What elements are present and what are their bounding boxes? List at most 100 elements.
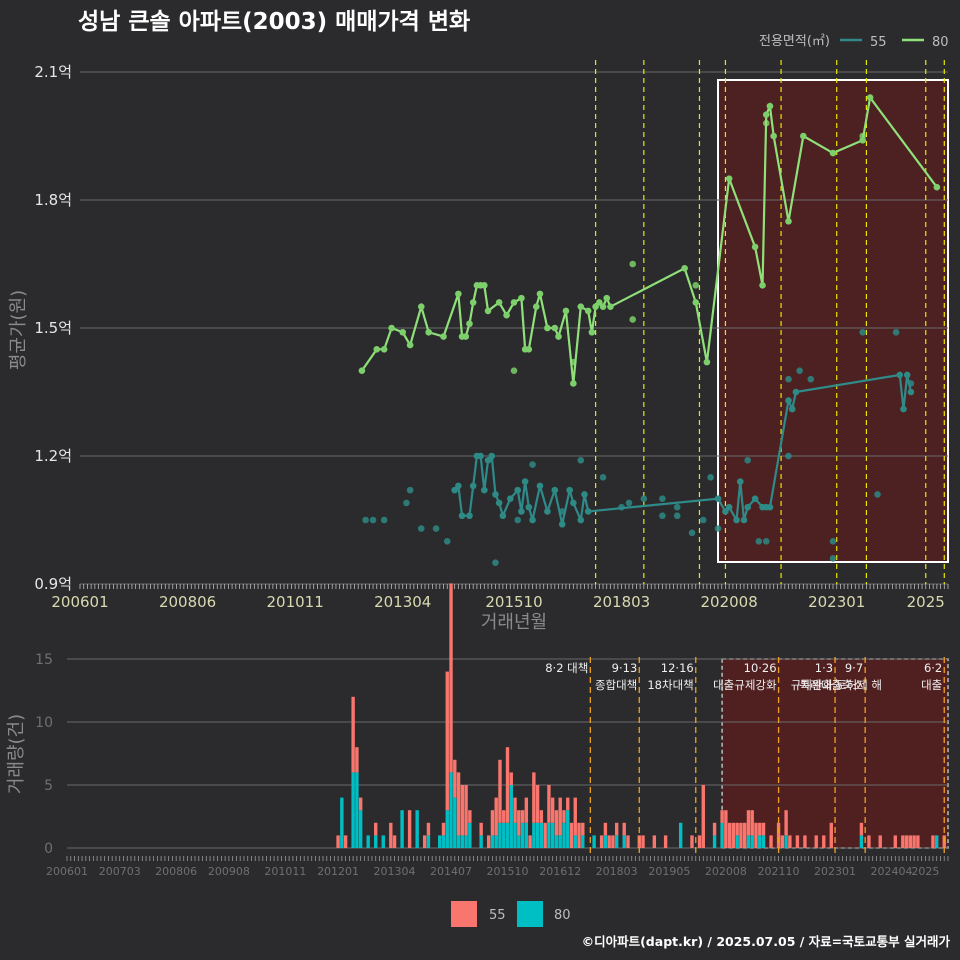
bar-55 <box>641 835 645 848</box>
bar-80 <box>562 822 566 848</box>
bar-55 <box>622 822 626 836</box>
point-55 <box>451 486 458 494</box>
bar-55 <box>581 822 585 836</box>
bar-55 <box>389 822 393 848</box>
bar-55 <box>742 822 747 848</box>
bar-55 <box>550 797 555 823</box>
bar-55 <box>761 822 766 836</box>
x-tick-label: 202008 <box>701 593 758 611</box>
point-55 <box>484 456 492 464</box>
bar-55 <box>746 810 751 836</box>
point-80 <box>588 328 596 336</box>
legend-top: 전용면적(㎡) 55 80 <box>759 34 949 50</box>
bar-55 <box>426 822 431 836</box>
bar-55 <box>788 835 792 848</box>
x-tick-label-bottom: 201304 <box>374 865 416 878</box>
point-55 <box>417 525 425 532</box>
point-55 <box>529 461 536 468</box>
point-55 <box>714 495 722 502</box>
point-80 <box>770 132 777 140</box>
bar-80 <box>746 835 751 848</box>
point-55 <box>536 482 544 490</box>
point-55 <box>896 371 904 379</box>
bar-80 <box>603 835 608 848</box>
bar-80 <box>547 822 551 848</box>
point-55 <box>514 516 522 524</box>
point-55 <box>792 388 800 396</box>
point-80 <box>829 149 837 157</box>
bar-55 <box>554 810 559 836</box>
bar-80 <box>366 835 370 848</box>
y-axis-title: 평균가(원) <box>8 290 29 370</box>
point-80 <box>607 303 614 310</box>
annotation-line1: 9·7 <box>845 661 863 675</box>
bar-55 <box>769 835 773 848</box>
bar-55 <box>829 822 833 848</box>
bar-55 <box>607 835 611 848</box>
point-80 <box>417 303 425 310</box>
point-80 <box>592 303 599 310</box>
y-tick-label-bottom: 15 <box>35 652 53 668</box>
y-tick-label: 1.2억 <box>34 447 72 465</box>
bar-55 <box>494 797 498 836</box>
point-55 <box>688 529 696 537</box>
bar-55 <box>407 810 412 848</box>
x-tick-label-bottom: 202404 <box>871 865 913 878</box>
bar-80 <box>524 822 529 848</box>
bar-55 <box>614 822 619 836</box>
bar-55 <box>724 810 728 848</box>
bar-55 <box>539 810 544 823</box>
annotation-line2: 대출규제강화 <box>713 678 777 692</box>
point-80 <box>551 324 559 332</box>
point-55 <box>403 499 410 507</box>
bar-55 <box>336 835 340 848</box>
annotation-line2: 종합대책 <box>595 678 637 692</box>
bar-80 <box>592 835 596 848</box>
point-55 <box>525 503 533 511</box>
bar-55 <box>490 810 495 836</box>
point-55 <box>406 486 414 494</box>
bar-80 <box>558 835 562 848</box>
point-55 <box>673 503 681 511</box>
bar-80 <box>509 785 513 848</box>
bar-55 <box>558 797 562 836</box>
point-55 <box>807 375 815 383</box>
bar-55 <box>460 785 465 836</box>
point-55 <box>558 520 566 528</box>
point-80 <box>466 320 473 328</box>
point-55 <box>492 491 499 498</box>
bar-80 <box>532 822 536 848</box>
y-tick-label-bottom: 5 <box>44 778 53 794</box>
bar-80 <box>494 835 498 848</box>
x-axis-title: 거래년월 <box>481 612 547 633</box>
bar-55 <box>562 810 566 823</box>
x-tick-label-bottom: 2025 <box>911 865 939 878</box>
bar-55 <box>822 835 826 848</box>
x-tick-label-bottom: 201803 <box>596 865 638 878</box>
point-55 <box>762 538 770 545</box>
legend-bottom-label-55: 55 <box>489 908 506 923</box>
bar-55 <box>445 671 449 811</box>
bar-80 <box>502 822 506 848</box>
annotation-line2: 규제완화 <box>791 678 834 692</box>
point-55 <box>529 516 536 524</box>
bar-55 <box>517 810 521 836</box>
bar-55 <box>453 759 457 798</box>
point-55 <box>659 512 666 520</box>
bar-55 <box>701 785 705 848</box>
point-55 <box>785 452 792 460</box>
annotation-line2: 토허제 해 <box>836 678 882 692</box>
bar-80 <box>712 835 717 848</box>
point-55 <box>544 508 551 515</box>
point-55 <box>892 328 900 336</box>
bar-55 <box>449 583 453 773</box>
point-55 <box>477 452 484 460</box>
bar-55 <box>735 822 739 836</box>
bar-55 <box>908 835 913 848</box>
point-80 <box>525 346 533 353</box>
x-tick-label-bottom: 200908 <box>208 865 250 878</box>
point-55 <box>722 508 729 515</box>
bar-55 <box>795 835 800 848</box>
x-tick-label-bottom: 202110 <box>758 865 800 878</box>
point-55 <box>707 474 714 481</box>
